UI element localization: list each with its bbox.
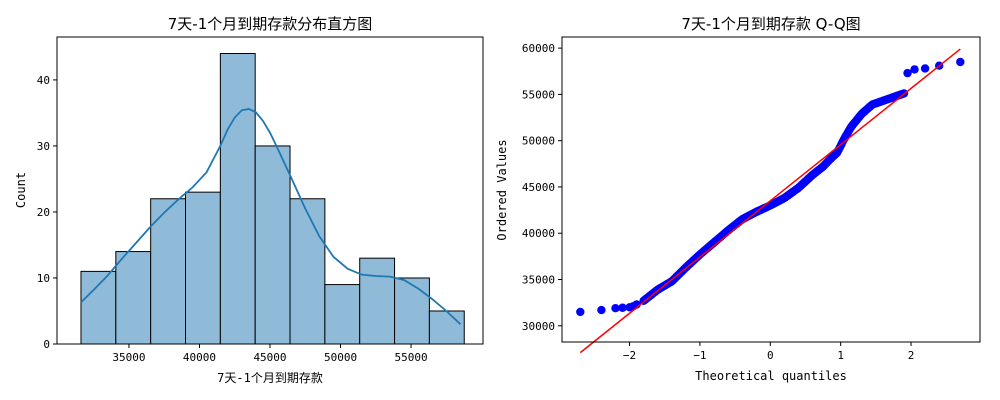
histogram-bar [324,284,361,345]
x-tick-label: 40000 [183,351,216,364]
x-tick-label: 0 [767,349,774,362]
histogram-bar [150,198,187,345]
y-tick-label: 30 [37,140,50,153]
histogram-y-ticks: 0 10 20 30 40 [37,74,57,351]
y-tick-label: 45000 [522,181,555,194]
x-tick-label: 35000 [112,351,145,364]
y-tick-label: 50000 [522,135,555,148]
kde-curve [80,108,462,325]
qq-point [611,304,620,313]
histogram-x-label: 7天-1个月到期存款 [217,371,323,385]
histogram-bar [289,198,326,345]
histogram-bar [254,145,291,345]
qq-point [920,64,930,73]
histogram-bar [185,191,221,345]
qq-point [903,68,912,78]
histogram-bar [359,257,396,345]
histogram-bar [80,270,117,345]
y-tick-label: 55000 [522,88,555,101]
histogram-bars [80,53,465,345]
histogram-bar [115,251,152,345]
x-tick-label: −1 [693,349,706,362]
y-tick-label: 35000 [522,274,555,287]
qq-point [910,65,919,74]
qq-point [597,305,606,315]
qq-title: 7天-1个月到期存款 Q-Q图 [681,15,860,33]
histogram-bar [394,277,430,345]
histogram-title: 7天-1个月到期存款分布直方图 [168,15,373,33]
histogram-x-ticks: 35000 40000 45000 50000 55000 [112,344,428,364]
x-tick-label: −2 [623,349,636,362]
qq-y-ticks: 30000 35000 40000 45000 50000 55000 60000 [522,42,562,333]
qq-x-ticks: −2 −1 0 1 2 [623,342,914,362]
histogram-bar [428,310,465,345]
qq-points [576,57,965,317]
y-tick-label: 20 [37,206,50,219]
x-tick-label: 2 [908,349,915,362]
qq-point [618,303,627,312]
qq-point [956,57,965,67]
x-tick-label: 1 [837,349,844,362]
qq-y-label: Ordered Values [495,139,509,240]
histogram-panel: 7天-1个月到期存款分布直方图 35000 40000 45000 50000 5500… [14,15,484,385]
y-tick-label: 60000 [522,42,555,55]
x-tick-label: 55000 [394,351,427,364]
qq-point [576,307,585,317]
y-tick-label: 0 [43,338,50,351]
y-tick-label: 30000 [522,320,555,333]
histogram-y-label: Count [14,172,28,208]
histogram-bar [219,53,256,345]
y-tick-label: 40000 [522,227,555,240]
qq-plot-panel: 7天-1个月到期存款 Q-Q图 −2 −1 0 1 2 30000 35000 40000 4… [495,15,981,383]
qq-fit-line [579,48,961,354]
y-tick-label: 10 [37,272,50,285]
x-tick-label: 45000 [253,351,286,364]
qq-axes-frame [561,36,981,343]
x-tick-label: 50000 [324,351,357,364]
y-tick-label: 40 [37,74,50,87]
qq-x-label: Theoretical quantiles [695,369,847,383]
